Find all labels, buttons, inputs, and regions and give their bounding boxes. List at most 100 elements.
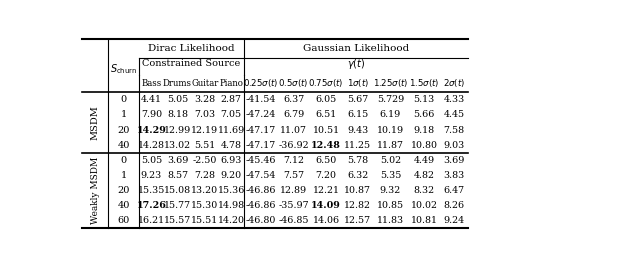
Text: 10.51: 10.51 — [312, 126, 340, 135]
Text: -35.97: -35.97 — [278, 201, 309, 210]
Text: $2\sigma(t)$: $2\sigma(t)$ — [443, 78, 465, 89]
Text: 7.05: 7.05 — [221, 110, 242, 119]
Text: 4.78: 4.78 — [221, 141, 242, 150]
Text: Guitar: Guitar — [191, 79, 218, 88]
Text: 15.36: 15.36 — [218, 186, 245, 195]
Text: 4.45: 4.45 — [444, 110, 465, 119]
Text: Drums: Drums — [163, 79, 192, 88]
Text: 12.89: 12.89 — [280, 186, 307, 195]
Text: 7.28: 7.28 — [195, 171, 215, 180]
Text: 5.05: 5.05 — [167, 95, 188, 104]
Text: 15.30: 15.30 — [191, 201, 218, 210]
Text: 3.69: 3.69 — [167, 156, 188, 165]
Text: 16.21: 16.21 — [138, 216, 165, 225]
Text: 12.21: 12.21 — [312, 186, 339, 195]
Text: 5.13: 5.13 — [413, 95, 435, 104]
Text: MSDM: MSDM — [91, 105, 100, 140]
Text: 6.19: 6.19 — [380, 110, 401, 119]
Text: 10.87: 10.87 — [344, 186, 371, 195]
Text: 8.18: 8.18 — [167, 110, 188, 119]
Text: 11.07: 11.07 — [280, 126, 307, 135]
Text: $1.25\sigma(t)$: $1.25\sigma(t)$ — [372, 78, 408, 89]
Text: 9.18: 9.18 — [413, 126, 435, 135]
Text: 3.69: 3.69 — [444, 156, 465, 165]
Text: 8.57: 8.57 — [167, 171, 188, 180]
Text: 7.57: 7.57 — [283, 171, 304, 180]
Text: 9.43: 9.43 — [347, 126, 369, 135]
Text: 14.20: 14.20 — [218, 216, 244, 225]
Text: 6.37: 6.37 — [283, 95, 304, 104]
Text: 4.82: 4.82 — [413, 171, 435, 180]
Text: 6.51: 6.51 — [316, 110, 337, 119]
Text: $S_{\mathrm{churn}}$: $S_{\mathrm{churn}}$ — [110, 62, 137, 76]
Text: 9.32: 9.32 — [380, 186, 401, 195]
Text: Bass: Bass — [141, 79, 161, 88]
Text: 14.06: 14.06 — [312, 216, 340, 225]
Text: 20: 20 — [118, 126, 130, 135]
Text: 9.03: 9.03 — [444, 141, 465, 150]
Text: 17.26: 17.26 — [136, 201, 166, 210]
Text: 3.83: 3.83 — [444, 171, 465, 180]
Text: 9.24: 9.24 — [444, 216, 465, 225]
Text: 5.51: 5.51 — [194, 141, 216, 150]
Text: 5.05: 5.05 — [141, 156, 162, 165]
Text: $0.5\sigma(t)$: $0.5\sigma(t)$ — [278, 78, 308, 89]
Text: $1.5\sigma(t)$: $1.5\sigma(t)$ — [409, 78, 439, 89]
Text: $\gamma(t)$: $\gamma(t)$ — [347, 57, 365, 71]
Text: -41.54: -41.54 — [246, 95, 276, 104]
Text: 14.09: 14.09 — [311, 201, 341, 210]
Text: 6.79: 6.79 — [283, 110, 304, 119]
Text: Piano: Piano — [220, 79, 243, 88]
Text: -2.50: -2.50 — [193, 156, 217, 165]
Text: 4.49: 4.49 — [413, 156, 435, 165]
Text: 10.02: 10.02 — [410, 201, 438, 210]
Text: 20: 20 — [118, 186, 130, 195]
Text: 12.82: 12.82 — [344, 201, 371, 210]
Text: Dirac Likelihood: Dirac Likelihood — [148, 44, 235, 53]
Text: Gaussian Likelihood: Gaussian Likelihood — [303, 44, 410, 53]
Text: 9.23: 9.23 — [141, 171, 162, 180]
Text: 6.15: 6.15 — [347, 110, 369, 119]
Text: 4.33: 4.33 — [444, 95, 465, 104]
Text: 13.20: 13.20 — [191, 186, 218, 195]
Text: 4.41: 4.41 — [141, 95, 162, 104]
Text: 15.35: 15.35 — [138, 186, 165, 195]
Text: 15.08: 15.08 — [164, 186, 191, 195]
Text: 11.69: 11.69 — [218, 126, 245, 135]
Text: -36.92: -36.92 — [278, 141, 309, 150]
Text: 10.19: 10.19 — [377, 126, 404, 135]
Text: 12.19: 12.19 — [191, 126, 218, 135]
Text: 10.85: 10.85 — [377, 201, 404, 210]
Text: 5.35: 5.35 — [380, 171, 401, 180]
Text: 2.87: 2.87 — [221, 95, 242, 104]
Text: -45.46: -45.46 — [246, 156, 276, 165]
Text: 8.26: 8.26 — [444, 201, 465, 210]
Text: 60: 60 — [118, 216, 130, 225]
Text: -46.80: -46.80 — [246, 216, 276, 225]
Text: 12.48: 12.48 — [311, 141, 341, 150]
Text: 1: 1 — [120, 110, 127, 119]
Text: 1: 1 — [120, 171, 127, 180]
Text: -46.86: -46.86 — [246, 186, 276, 195]
Text: 0: 0 — [120, 95, 127, 104]
Text: 10.81: 10.81 — [410, 216, 438, 225]
Text: 11.83: 11.83 — [377, 216, 404, 225]
Text: 7.90: 7.90 — [141, 110, 162, 119]
Text: 7.03: 7.03 — [194, 110, 215, 119]
Text: 5.78: 5.78 — [347, 156, 369, 165]
Text: 15.77: 15.77 — [164, 201, 191, 210]
Text: 12.99: 12.99 — [164, 126, 191, 135]
Text: 5.02: 5.02 — [380, 156, 401, 165]
Text: 6.47: 6.47 — [444, 186, 465, 195]
Text: 10.80: 10.80 — [410, 141, 438, 150]
Text: 8.32: 8.32 — [413, 186, 435, 195]
Text: -46.85: -46.85 — [278, 216, 308, 225]
Text: $0.75\sigma(t)$: $0.75\sigma(t)$ — [308, 78, 344, 89]
Text: 11.87: 11.87 — [377, 141, 404, 150]
Text: Weakly MSDM: Weakly MSDM — [91, 157, 100, 224]
Text: 7.58: 7.58 — [444, 126, 465, 135]
Text: 12.57: 12.57 — [344, 216, 371, 225]
Text: -47.54: -47.54 — [246, 171, 276, 180]
Text: 6.93: 6.93 — [221, 156, 242, 165]
Text: 5.66: 5.66 — [413, 110, 435, 119]
